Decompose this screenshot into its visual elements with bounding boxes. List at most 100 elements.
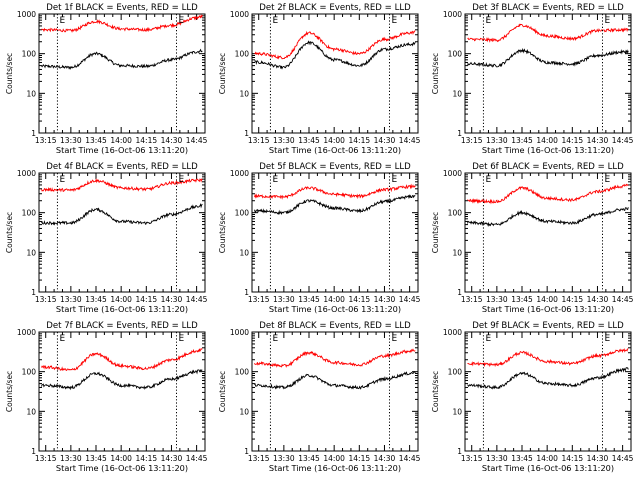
marker-label: E [485,16,491,26]
x-tick-label: 13:15 [461,295,483,304]
panel-det-3: Det 3f BLACK = Events, RED = LLD 1 10 100 10… [431,3,634,155]
x-tick-label: 13:15 [35,136,57,145]
plot-frame [464,172,632,293]
x-tick-label: 13:30 [60,136,82,145]
events-trace [41,202,203,226]
lld-trace [467,23,629,43]
x-axis-label: Start Time (16-Oct-06 13:11:20) [269,304,401,314]
x-axis-label: Start Time (16-Oct-06 13:11:20) [482,463,614,473]
lld-trace [467,348,629,368]
x-tick-label: 14:15 [136,454,158,463]
marker-label: E [59,175,65,185]
x-tick-label: 14:00 [110,295,132,304]
y-axis-label: Counts/sec [5,212,14,253]
marker-label: E [272,334,278,344]
plot-frame [464,331,632,452]
panel-det-5: Det 5f BLACK = Events, RED = LLD 1 10 100 10… [218,162,421,314]
y-tick-label: 1 [244,447,249,456]
marker-label: E [272,16,278,26]
x-tick-label: 14:30 [587,136,609,145]
events-trace [254,370,416,390]
y-tick-label: 100 [235,368,250,377]
lld-trace [254,183,416,200]
x-tick-label: 14:15 [136,295,158,304]
events-trace [467,367,629,390]
marker-label: E [391,16,397,26]
y-tick-label: 1000 [17,169,36,178]
marker-label: E [272,175,278,185]
x-tick-label: 14:45 [612,295,634,304]
x-tick-label: 13:30 [273,136,295,145]
y-tick-label: 1 [457,288,462,297]
y-tick-label: 1000 [443,328,462,337]
marker-label: E [178,334,184,344]
y-tick-label: 1000 [17,328,36,337]
y-tick-label: 10 [452,407,462,416]
lld-trace [41,347,203,372]
marker-label: E [59,16,65,26]
panel-title: Det 8f BLACK = Events, RED = LLD [259,321,411,331]
x-tick-label: 14:45 [399,136,421,145]
panel-det-6: Det 6f BLACK = Events, RED = LLD 1 10 100 10… [431,162,634,314]
y-tick-label: 100 [235,50,250,59]
x-tick-label: 13:45 [298,454,320,463]
panel-det-8: Det 8f BLACK = Events, RED = LLD 1 10 100 10… [218,321,421,473]
x-tick-label: 13:45 [85,454,107,463]
x-tick-label: 14:15 [349,136,371,145]
y-tick-label: 1000 [230,169,249,178]
y-axis-label: Counts/sec [431,53,440,94]
panel-title: Det 9f BLACK = Events, RED = LLD [472,321,624,331]
x-tick-label: 13:30 [486,136,508,145]
y-tick-label: 10 [239,407,249,416]
marker-label: E [391,334,397,344]
y-axis-label: Counts/sec [5,371,14,412]
lld-trace [41,14,203,33]
x-tick-label: 14:30 [587,454,609,463]
y-tick-label: 1 [31,129,36,138]
panel-title: Det 2f BLACK = Events, RED = LLD [259,3,411,13]
x-tick-label: 13:30 [273,454,295,463]
x-tick-label: 14:00 [536,136,558,145]
y-tick-label: 10 [452,248,462,257]
panel-title: Det 7f BLACK = Events, RED = LLD [46,321,198,331]
x-tick-label: 14:00 [323,454,345,463]
x-tick-label: 14:30 [161,295,183,304]
x-tick-label: 13:30 [273,295,295,304]
plot-frame [464,13,632,134]
y-tick-label: 100 [22,209,37,218]
marker-label: E [485,175,491,185]
y-tick-label: 10 [26,248,36,257]
y-tick-label: 10 [239,89,249,98]
x-tick-label: 14:30 [161,136,183,145]
x-axis-label: Start Time (16-Oct-06 13:11:20) [56,145,188,155]
x-tick-label: 14:30 [374,136,396,145]
marker-label: E [485,334,491,344]
x-tick-label: 13:45 [85,295,107,304]
marker-label: E [604,175,610,185]
x-axis-label: Start Time (16-Oct-06 13:11:20) [269,463,401,473]
panel-title: Det 6f BLACK = Events, RED = LLD [472,162,624,172]
plot-frame [251,13,419,134]
plot-frame [38,13,206,134]
x-tick-label: 14:15 [562,454,584,463]
y-axis-label: Counts/sec [5,53,14,94]
x-axis-label: Start Time (16-Oct-06 13:11:20) [482,304,614,314]
x-tick-label: 14:00 [110,136,132,145]
x-tick-label: 14:00 [536,454,558,463]
x-tick-label: 14:00 [110,454,132,463]
lld-trace [41,178,203,193]
x-tick-label: 13:30 [60,295,82,304]
y-tick-label: 100 [448,209,463,218]
x-tick-label: 14:30 [587,295,609,304]
y-axis-label: Counts/sec [218,212,227,253]
y-axis-label: Counts/sec [218,371,227,412]
x-tick-label: 13:45 [298,136,320,145]
x-tick-label: 13:30 [486,295,508,304]
x-tick-label: 14:00 [323,295,345,304]
x-axis-label: Start Time (16-Oct-06 13:11:20) [482,145,614,155]
x-tick-label: 14:30 [161,454,183,463]
x-axis-label: Start Time (16-Oct-06 13:11:20) [56,463,188,473]
y-axis-label: Counts/sec [431,212,440,253]
x-axis-label: Start Time (16-Oct-06 13:11:20) [269,145,401,155]
x-axis-label: Start Time (16-Oct-06 13:11:20) [56,304,188,314]
